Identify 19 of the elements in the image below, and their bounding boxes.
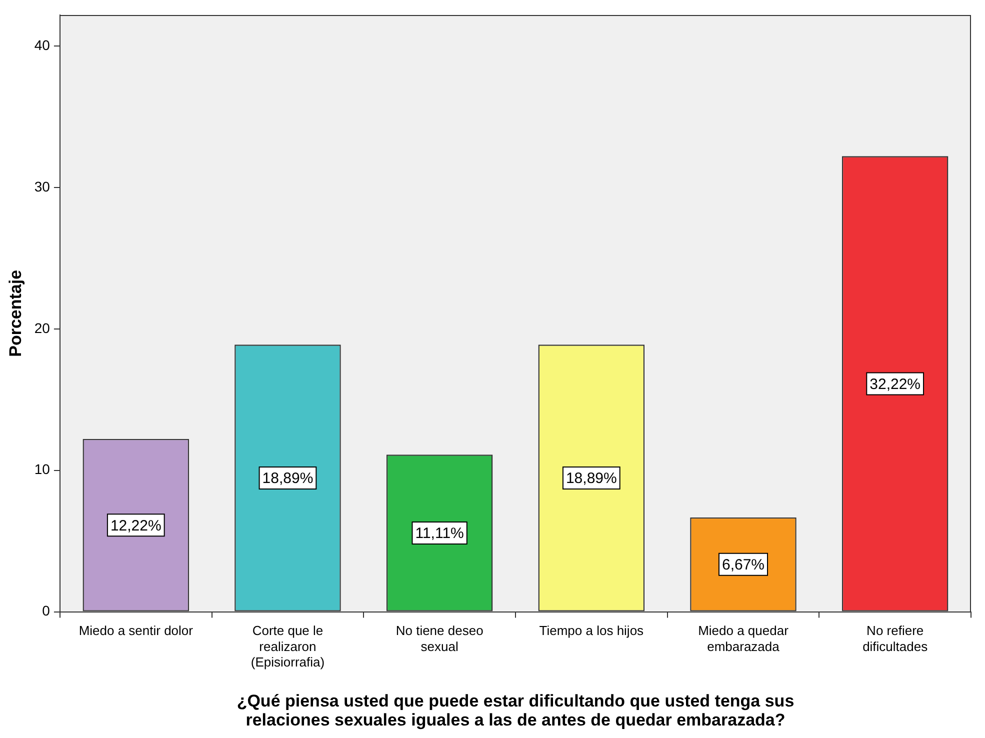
data-label: 32,22% [870, 376, 921, 393]
y-tick-label: 0 [42, 602, 50, 619]
data-label: 6,67% [722, 556, 765, 574]
y-tick-label: 20 [34, 320, 50, 336]
y-tick-label: 30 [34, 178, 50, 194]
y-tick-label: 40 [34, 36, 50, 53]
x-tick-label: Corte que le realizaron (Episiorrafia) [250, 623, 325, 670]
x-tick-label: No refiere dificultades [862, 623, 928, 654]
x-axis-title: ¿Qué piensa usted que puede estar dificultando que usted tenga sus relaciones sexuales iguales a las de antes de quedar embarazada? [236, 692, 794, 730]
y-axis-title: Porcentaje [6, 270, 25, 357]
data-label: 18,89% [262, 470, 314, 488]
data-label: 12,22% [110, 517, 162, 534]
data-label: 18,89% [566, 470, 617, 488]
data-label: 11,11% [415, 525, 464, 542]
x-tick-label: Tiempo a los hijos [539, 623, 644, 638]
x-tick-label: No tiene deseo sexual [396, 623, 484, 654]
y-tick-label: 10 [34, 461, 50, 478]
x-tick-label: Miedo a sentir dolor [78, 623, 194, 638]
x-tick-label: Miedo a quedar embarazada [698, 623, 790, 654]
